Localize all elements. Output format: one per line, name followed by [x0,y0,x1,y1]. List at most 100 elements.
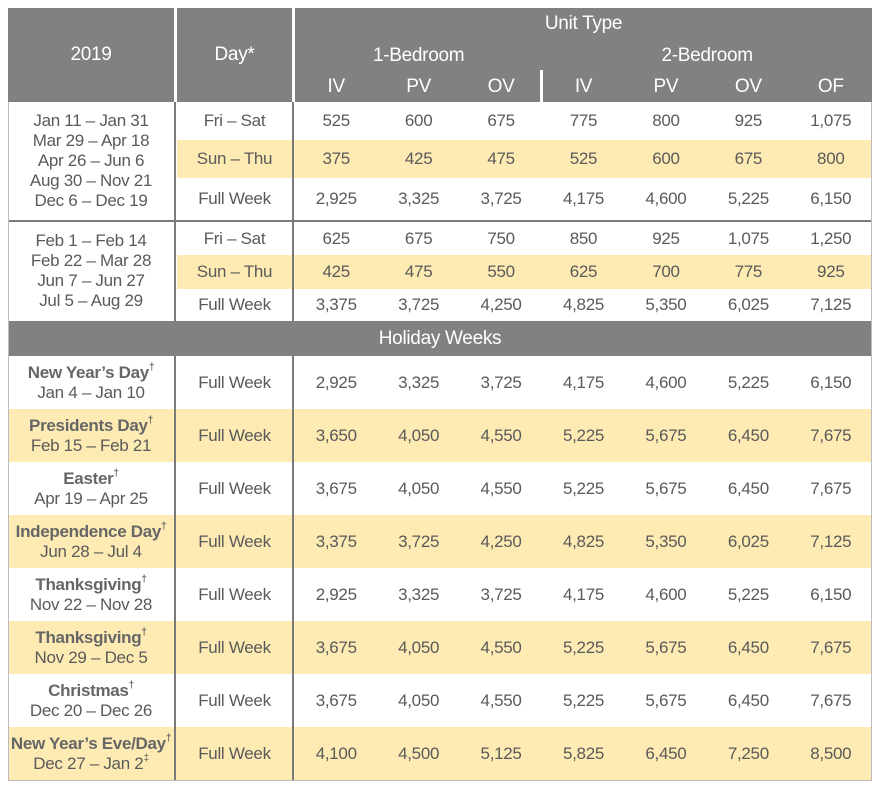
footnote-mark: † [113,467,119,479]
rate-cell: 6,450 [707,409,789,462]
rate-cell-line: 4,825 [563,532,604,552]
rate-cell-line: 3,375 [316,532,357,552]
rate-cell: 6,150 [790,178,872,220]
rate-cell: 4,825 [542,289,624,320]
rate-cell-line: 700 [652,262,680,282]
text: Dec 6 – Dec 19 [34,191,148,210]
rate-cell: 525 [542,140,624,178]
text: 425 [322,262,350,281]
rate-cell-line: 5,675 [645,479,686,499]
rate-cell-line: 4,550 [481,479,522,499]
text: Full Week [198,425,271,445]
rate-cell-line: 5,225 [728,373,769,393]
day-cell: Full Week [177,515,292,568]
rate-cell: 3,325 [377,178,459,220]
text: 3,725 [480,189,522,208]
holiday-name: Presidents Day† Feb 15 – Feb 21 [8,409,174,462]
unit-header: IV [295,72,377,102]
rate-cell: 4,600 [625,178,707,220]
rate-cell: 6,025 [707,515,789,568]
rate-cell-line: 5,225 [563,638,604,658]
rate-cell: 2,925 [295,568,377,621]
table-border [8,780,872,781]
rate-cell-line: 775 [570,111,598,131]
table-border [871,102,872,780]
unit-header: PV [625,72,707,102]
footnote-mark: † [148,361,155,373]
text: 7,675 [810,425,852,445]
holiday-name: New Year’s Day† Jan 4 – Jan 10 [8,356,174,409]
rate-cell-line: 5,225 [563,691,604,711]
text: 7,125 [810,294,852,314]
text: Easter [63,468,114,488]
rate-cell: 7,125 [790,289,872,320]
rate-cell-line: 3,725 [398,295,439,315]
text: OV [487,76,515,97]
text: 925 [817,262,845,281]
text: 775 [734,262,763,281]
season-dates-line: Aug 30 – Nov 21 [30,171,152,191]
rate-cell-line: 7,675 [810,638,851,658]
year-header: 2019 [8,8,174,102]
rate-cell-line: 2,925 [316,189,357,209]
text: Thanksgiving [35,574,142,594]
text: 4,175 [562,372,605,392]
rate-cell: 2,925 [295,356,377,409]
text: 5,225 [562,478,605,498]
rate-cell: 6,025 [707,289,789,320]
rate-cell-line: 5,125 [481,744,522,764]
text: Full Week [198,478,271,498]
day-cell-line: Full Week [198,744,271,764]
rate-cell-line: 5,225 [728,585,769,605]
group-header: 2-Bedroom [542,40,872,72]
text: Fri – Sat [203,111,266,130]
day-cell: Full Week [177,409,292,462]
text: 700 [652,262,680,281]
rate-cell: 600 [377,102,459,140]
rate-cell-line: 1,250 [810,229,851,249]
rate-cell: 4,600 [625,356,707,409]
day-cell-line: Full Week [198,638,271,658]
unit-header: OF [790,72,872,102]
rate-cell: 3,675 [295,674,377,727]
unit-header-line: OV [735,77,762,97]
text: 625 [569,262,598,281]
header-divider [174,8,177,102]
rate-cell: 675 [707,140,789,178]
season-dates-line: Mar 29 – Apr 18 [33,131,150,151]
rate-cell: 3,725 [460,568,542,621]
rate-cell-line: 4,050 [398,479,439,499]
rate-cell: 8,500 [790,727,872,780]
rate-cell-line: 3,725 [398,532,439,552]
text: 6,025 [727,294,769,314]
holiday-name: Thanksgiving† Nov 29 – Dec 5 [8,621,174,674]
text: 4,825 [562,294,605,314]
rate-cell-line: 3,725 [481,189,522,209]
day-cell-line: Sun – Thu [197,149,273,169]
rate-cell-line: 675 [405,229,433,249]
rate-cell-line: 2,925 [316,585,357,605]
rate-cell-line: 4,825 [563,295,604,315]
unit-header: OV [460,72,542,102]
text: 750 [487,228,515,248]
day-cell-line: Full Week [198,479,271,499]
rate-cell: 4,825 [542,515,624,568]
text: OF [817,76,844,97]
rate-cell: 475 [377,255,459,289]
holiday-name-line: Thanksgiving† [35,574,147,595]
day-cell: Full Week [177,674,292,727]
text: 6,150 [810,584,852,604]
text: 4,050 [398,478,440,498]
rate-cell: 675 [377,222,459,255]
rate-cell: 5,350 [625,289,707,320]
text: Feb 1 – Feb 14 [35,231,147,250]
text: 3,375 [315,294,357,314]
rate-cell: 5,675 [625,621,707,674]
unit-header-line: PV [654,77,679,97]
rate-cell: 3,375 [295,289,377,320]
rate-cell-line: 7,675 [810,426,851,446]
rate-cell: 4,250 [460,515,542,568]
rate-cell: 1,250 [790,222,872,255]
rate-cell-line: 4,100 [316,744,357,764]
rate-cell: 3,725 [460,178,542,220]
